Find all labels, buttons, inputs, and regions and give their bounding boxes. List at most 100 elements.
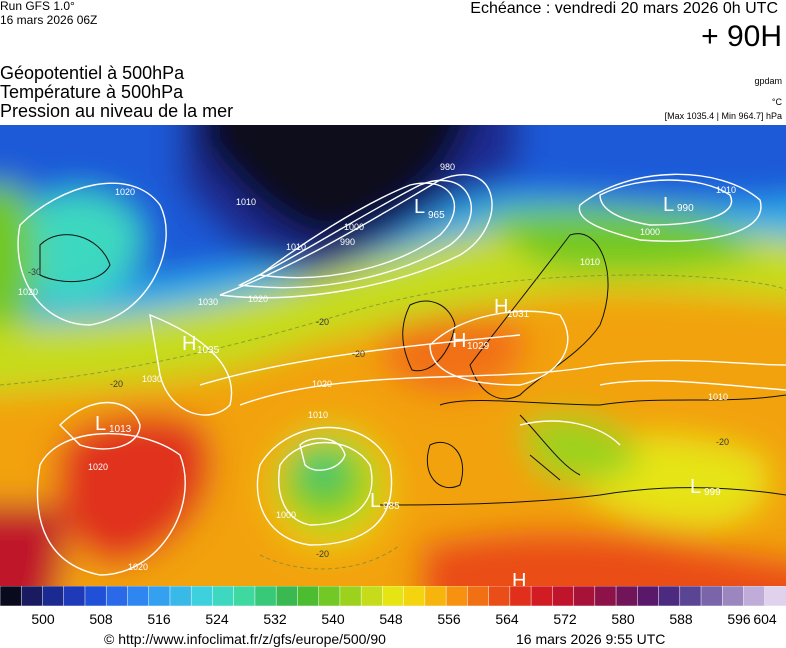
isobar-label: 1010 bbox=[286, 242, 306, 252]
high-center-south: H bbox=[512, 570, 526, 587]
legend-tick: 548 bbox=[379, 611, 403, 627]
legend-swatch bbox=[403, 586, 426, 607]
source-url: © http://www.infoclimat.fr/z/gfs/europe/… bbox=[104, 631, 386, 647]
temp-label: -20 bbox=[716, 437, 729, 447]
legend-tick: 500 bbox=[31, 611, 55, 627]
legend-swatch bbox=[20, 586, 44, 607]
legend-swatch bbox=[382, 586, 405, 607]
color-legend bbox=[0, 586, 786, 607]
legend-swatch bbox=[127, 586, 150, 607]
low-letter: L bbox=[414, 196, 425, 218]
isobar-label: 1000 bbox=[640, 227, 660, 237]
low-letter: L bbox=[690, 476, 701, 498]
low-center-985: L 985 bbox=[370, 490, 400, 512]
legend-swatch bbox=[0, 586, 23, 607]
legend-tick: 572 bbox=[553, 611, 577, 627]
isobar-label: 1020 bbox=[312, 379, 332, 389]
legend-swatch bbox=[424, 586, 447, 607]
legend-tick: 596 bbox=[727, 611, 751, 627]
legend-tick: 604 bbox=[753, 611, 777, 627]
isobar-label: 1020 bbox=[18, 287, 38, 297]
legend-swatch bbox=[637, 586, 660, 607]
legend-tick: 524 bbox=[205, 611, 229, 627]
legend-swatch bbox=[169, 586, 193, 607]
legend-swatch bbox=[212, 586, 235, 607]
high-letter: H bbox=[494, 296, 508, 318]
high-letter: H bbox=[182, 333, 196, 355]
legend-swatch bbox=[488, 586, 511, 607]
isobar-label: 1020 bbox=[88, 462, 108, 472]
high-value: 1029 bbox=[467, 341, 490, 352]
legend-swatch bbox=[42, 586, 65, 607]
low-value: 965 bbox=[428, 210, 445, 221]
legend-swatch bbox=[530, 586, 554, 607]
isobar-label: 1020 bbox=[248, 294, 268, 304]
legend-swatch bbox=[190, 586, 214, 607]
low-center-1013: L 1013 bbox=[95, 413, 132, 435]
legend-swatch bbox=[764, 586, 786, 607]
legend-tick: 516 bbox=[147, 611, 171, 627]
low-value: 999 bbox=[704, 487, 721, 498]
echeance-label: Echéance : vendredi 20 mars 2026 0h UTC bbox=[470, 0, 778, 17]
legend-tick: 508 bbox=[89, 611, 113, 627]
legend-swatch bbox=[509, 586, 532, 607]
legend-swatch bbox=[700, 586, 724, 607]
geopotential-field bbox=[0, 125, 786, 587]
legend-swatch bbox=[297, 586, 320, 607]
title-geopotential: Géopotentiel à 500hPa bbox=[0, 63, 185, 83]
low-center-965: L 965 bbox=[414, 196, 445, 221]
legend-swatch bbox=[445, 586, 469, 607]
legend-tick: 588 bbox=[669, 611, 693, 627]
low-center-990: L 990 bbox=[663, 194, 694, 216]
high-value: 1031 bbox=[507, 309, 530, 320]
low-letter: L bbox=[663, 194, 674, 216]
low-value: 990 bbox=[677, 203, 694, 214]
legend-swatch bbox=[615, 586, 639, 607]
isobar-label: 1000 bbox=[344, 222, 364, 232]
legend-swatch bbox=[658, 586, 681, 607]
high-letter: H bbox=[512, 570, 526, 587]
isobar-label: 1000 bbox=[276, 510, 296, 520]
legend-swatch bbox=[743, 586, 766, 607]
legend-swatch bbox=[679, 586, 702, 607]
isobar-label: 990 bbox=[340, 237, 355, 247]
coastlines bbox=[39, 233, 786, 506]
generated-timestamp: 16 mars 2026 9:55 UTC bbox=[516, 631, 666, 647]
title-temperature: Température à 500hPa bbox=[0, 82, 184, 102]
legend-swatch bbox=[84, 586, 108, 607]
legend-tick: 540 bbox=[321, 611, 345, 627]
isobar-label: 1020 bbox=[115, 187, 135, 197]
legend-tick: 580 bbox=[611, 611, 635, 627]
low-letter: L bbox=[95, 413, 106, 435]
legend-swatch bbox=[552, 586, 575, 607]
isobar-label: 1030 bbox=[198, 297, 218, 307]
low-center-999: L 999 bbox=[690, 476, 721, 498]
legend-tick: 532 bbox=[263, 611, 287, 627]
title-pressure: Pression au niveau de la mer bbox=[0, 101, 234, 121]
isobar-label: 1010 bbox=[308, 410, 328, 420]
legend-swatch bbox=[722, 586, 745, 607]
isobar-label: 1030 bbox=[142, 374, 162, 384]
low-value: 985 bbox=[383, 501, 400, 512]
temp-label: -30 bbox=[28, 267, 41, 277]
isobar-label: 1010 bbox=[580, 257, 600, 267]
unit-gpdam: gpdam bbox=[754, 76, 782, 86]
lead-time: + 90H bbox=[701, 20, 782, 53]
high-center-1029: H 1029 bbox=[452, 330, 490, 352]
legend-swatch bbox=[63, 586, 86, 607]
legend-swatch bbox=[275, 586, 299, 607]
legend-swatch bbox=[467, 586, 490, 607]
legend-swatch bbox=[573, 586, 596, 607]
unit-celsius: °C bbox=[771, 97, 782, 107]
legend-swatch bbox=[594, 586, 617, 607]
high-center-1035: H 1035 bbox=[182, 333, 220, 356]
legend-swatch bbox=[233, 586, 256, 607]
temp-label: -20 bbox=[316, 317, 329, 327]
temp-label: -20 bbox=[110, 379, 123, 389]
high-letter: H bbox=[452, 330, 466, 352]
low-value: 1013 bbox=[109, 424, 132, 435]
legend-tick: 556 bbox=[437, 611, 461, 627]
legend-swatch bbox=[254, 586, 278, 607]
